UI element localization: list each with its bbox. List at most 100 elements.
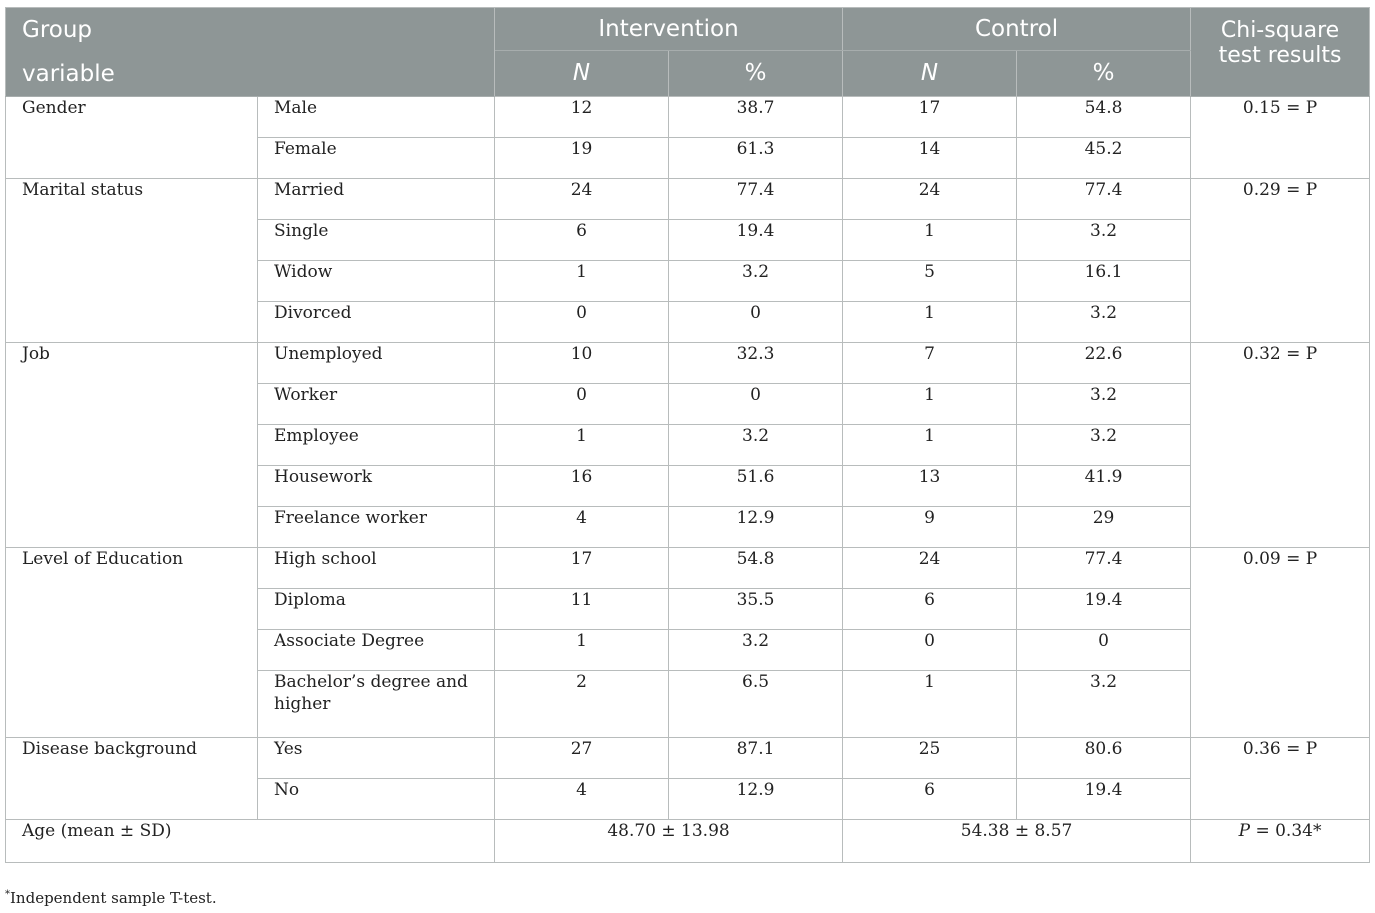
age-row: Age (mean ± SD) 48.70 ± 13.98 54.38 ± 8.… bbox=[4, 819, 1371, 863]
control-n-cell: 13 bbox=[842, 465, 1018, 507]
footnote-text: Independent sample T-test. bbox=[10, 889, 217, 907]
control-pct-cell: 45.2 bbox=[1016, 137, 1192, 179]
intervention-pct-cell: 12.9 bbox=[668, 506, 844, 548]
table-row: Worker 0 0 1 3.2 bbox=[6, 383, 1370, 425]
intervention-pct-cell: 3.2 bbox=[668, 424, 844, 466]
control-n-cell: 17 bbox=[842, 96, 1018, 138]
category-cell: Worker bbox=[256, 383, 496, 425]
age-control: 54.38 ± 8.57 bbox=[842, 819, 1192, 863]
control-n-cell: 24 bbox=[842, 547, 1018, 589]
control-pct-cell: 3.2 bbox=[1016, 670, 1192, 738]
intervention-pct-cell: 6.5 bbox=[668, 670, 844, 738]
table-body: Gender Male 12 38.7 17 54.8 0.15 = P Female 19 61… bbox=[4, 96, 1371, 863]
control-pct-cell: 77.4 bbox=[1016, 547, 1192, 589]
control-n-header: N bbox=[842, 50, 1018, 97]
category-cell: Female bbox=[256, 137, 496, 179]
table-row: Single 6 19.4 1 3.2 bbox=[6, 219, 1370, 261]
chi-line1: Chi-square bbox=[1220, 18, 1340, 43]
control-pct-cell: 54.8 bbox=[1016, 96, 1192, 138]
control-pct-cell: 77.4 bbox=[1016, 178, 1192, 220]
control-pct-cell: 3.2 bbox=[1016, 383, 1192, 425]
control-n-cell: 6 bbox=[842, 778, 1018, 820]
variable-cell: Marital status bbox=[5, 178, 258, 343]
group-variable-line2: variable bbox=[22, 61, 115, 87]
intervention-n-cell: 2 bbox=[494, 670, 670, 738]
age-result-value: = 0.34* bbox=[1250, 821, 1322, 841]
control-header: Control bbox=[842, 6, 1192, 52]
table-row: Bachelor’s degree and higher 2 6.5 1 3.2 bbox=[6, 670, 1370, 738]
table-row: Associate Degree 1 3.2 0 0 bbox=[6, 629, 1370, 671]
intervention-header: Intervention bbox=[494, 6, 844, 52]
control-pct-cell: 3.2 bbox=[1016, 424, 1192, 466]
footnote-mark: * bbox=[5, 889, 10, 900]
control-n-cell: 24 bbox=[842, 178, 1018, 220]
variable-cell: Job bbox=[5, 342, 258, 548]
control-n-cell: 9 bbox=[842, 506, 1018, 548]
table-row: Widow 1 3.2 5 16.1 bbox=[6, 260, 1370, 302]
table-row: Freelance worker 4 12.9 9 29 bbox=[6, 506, 1370, 548]
age-intervention: 48.70 ± 13.98 bbox=[494, 819, 844, 863]
group-variable-line1: Group bbox=[22, 17, 93, 43]
chi-square-result-cell: 0.32 = P bbox=[1190, 342, 1371, 548]
intervention-n-header: N bbox=[494, 50, 670, 97]
intervention-pct-cell: 32.3 bbox=[668, 342, 844, 384]
intervention-pct-cell: 0 bbox=[668, 383, 844, 425]
control-n-cell: 1 bbox=[842, 424, 1018, 466]
category-cell: Associate Degree bbox=[256, 629, 496, 671]
chi-square-result-cell: 0.36 = P bbox=[1190, 737, 1371, 820]
demographics-table: Group variable Intervention Control Chi-… bbox=[4, 6, 1371, 863]
control-n-cell: 7 bbox=[842, 342, 1018, 384]
control-n-cell: 1 bbox=[842, 383, 1018, 425]
intervention-n-cell: 24 bbox=[494, 178, 670, 220]
category-cell: Housework bbox=[256, 465, 496, 507]
category-cell: Yes bbox=[256, 737, 496, 779]
intervention-pct-header: % bbox=[668, 50, 844, 97]
intervention-pct-cell: 19.4 bbox=[668, 219, 844, 261]
control-n-cell: 6 bbox=[842, 588, 1018, 630]
control-pct-cell: 19.4 bbox=[1016, 778, 1192, 820]
control-pct-cell: 29 bbox=[1016, 506, 1192, 548]
control-pct-cell: 0 bbox=[1016, 629, 1192, 671]
table-row: Divorced 0 0 1 3.2 bbox=[6, 301, 1370, 343]
control-pct-cell: 80.6 bbox=[1016, 737, 1192, 779]
intervention-n-cell: 17 bbox=[494, 547, 670, 589]
control-pct-cell: 22.6 bbox=[1016, 342, 1192, 384]
category-cell: Widow bbox=[256, 260, 496, 302]
table-row: Job Unemployed 10 32.3 7 22.6 0.32 = P bbox=[5, 342, 1371, 548]
category-cell: Married bbox=[256, 178, 496, 220]
intervention-pct-cell: 35.5 bbox=[668, 588, 844, 630]
intervention-pct-cell: 51.6 bbox=[668, 465, 844, 507]
intervention-pct-cell: 38.7 bbox=[668, 96, 844, 138]
intervention-pct-cell: 3.2 bbox=[668, 260, 844, 302]
intervention-pct-cell: 87.1 bbox=[668, 737, 844, 779]
age-label: Age (mean ± SD) bbox=[4, 819, 496, 863]
category-cell: No bbox=[256, 778, 496, 820]
control-n-cell: 1 bbox=[842, 219, 1018, 261]
table-row: Gender Male 12 38.7 17 54.8 0.15 = P bbox=[5, 96, 1371, 179]
footnote: *Independent sample T-test. bbox=[5, 889, 217, 907]
chi-square-result-cell: 0.15 = P bbox=[1190, 96, 1371, 179]
control-n-cell: 0 bbox=[842, 629, 1018, 671]
category-cell: Employee bbox=[256, 424, 496, 466]
control-n-cell: 5 bbox=[842, 260, 1018, 302]
age-result: P = 0.34* bbox=[1190, 819, 1371, 863]
chi-square-result-cell: 0.09 = P bbox=[1190, 547, 1371, 738]
intervention-n-cell: 6 bbox=[494, 219, 670, 261]
control-pct-cell: 3.2 bbox=[1016, 301, 1192, 343]
category-cell: Male bbox=[256, 96, 496, 138]
intervention-n-cell: 1 bbox=[494, 629, 670, 671]
intervention-pct-cell: 3.2 bbox=[668, 629, 844, 671]
intervention-pct-cell: 61.3 bbox=[668, 137, 844, 179]
control-pct-header: % bbox=[1016, 50, 1192, 97]
intervention-pct-cell: 77.4 bbox=[668, 178, 844, 220]
variable-cell: Level of Education bbox=[5, 547, 258, 738]
category-cell: Divorced bbox=[256, 301, 496, 343]
intervention-n-cell: 19 bbox=[494, 137, 670, 179]
category-cell: Unemployed bbox=[256, 342, 496, 384]
table-row: Female 19 61.3 14 45.2 bbox=[6, 137, 1370, 179]
control-n-cell: 1 bbox=[842, 301, 1018, 343]
intervention-n-cell: 16 bbox=[494, 465, 670, 507]
control-n-cell: 14 bbox=[842, 137, 1018, 179]
intervention-n-cell: 1 bbox=[494, 260, 670, 302]
intervention-n-cell: 27 bbox=[494, 737, 670, 779]
